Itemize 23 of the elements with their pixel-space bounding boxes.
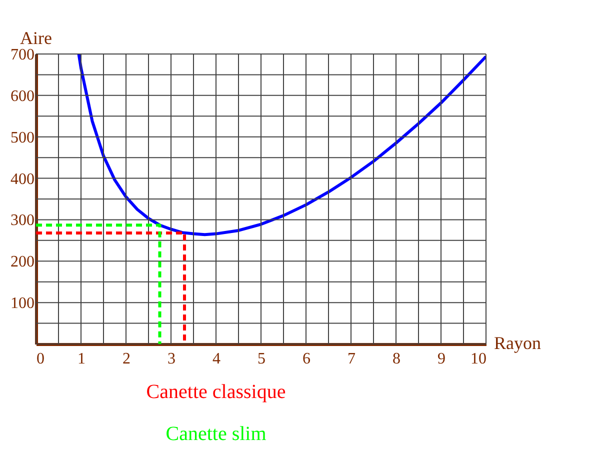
x-tick-label: 8 [392, 350, 400, 368]
x-tick-label: 2 [122, 350, 130, 368]
y-tick-label: 300 [10, 212, 34, 230]
x-tick-label: 3 [168, 350, 176, 368]
y-tick-label: 700 [10, 46, 34, 64]
y-tick-label: 400 [10, 170, 34, 188]
y-tick-label: 100 [10, 295, 34, 312]
y-tick-label: 600 [10, 88, 34, 105]
x-axis-title: Rayon [494, 333, 541, 353]
x-tick-label: 9 [438, 350, 446, 368]
line-series [77, 54, 486, 236]
x-tick-label: 7 [348, 350, 356, 368]
y-tick-label: 500 [10, 129, 34, 146]
x-tick-label: 1 [78, 350, 86, 368]
text: Canette slim [166, 423, 267, 445]
x-tick-label: 5 [258, 350, 266, 368]
text: Canette classique [146, 381, 286, 403]
x-tick-label: 6 [302, 350, 310, 368]
x-tick-label: 0 [36, 350, 44, 368]
x-tick-label: 4 [212, 350, 220, 368]
x-tick-label: 10 [470, 350, 486, 368]
y-axis-title: Aire [20, 28, 52, 48]
y-tick-label: 200 [10, 254, 34, 271]
